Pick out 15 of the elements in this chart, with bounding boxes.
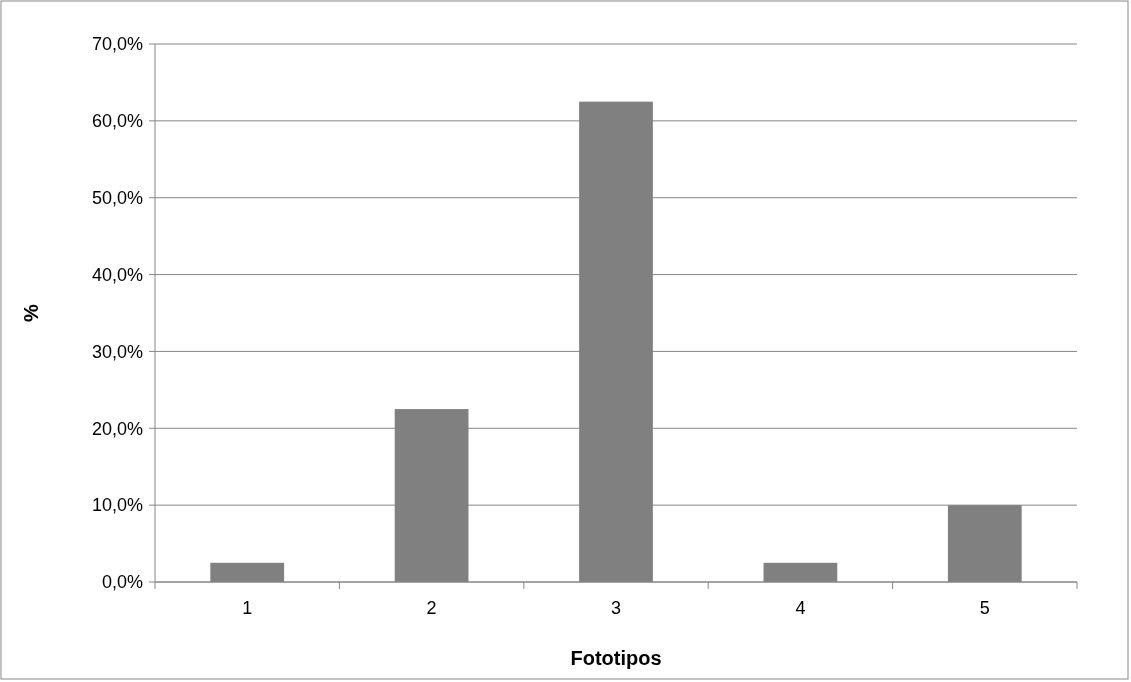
- x-tick-label: 3: [610, 598, 622, 618]
- y-tick-label: 20,0%: [91, 418, 143, 439]
- x-axis-title: Fototipos: [570, 647, 662, 669]
- y-tick-label: 60,0%: [91, 111, 143, 132]
- y-tick-label: 50,0%: [91, 188, 143, 209]
- x-tick-label: 4: [795, 598, 806, 618]
- x-tick-label: 5: [979, 598, 990, 618]
- y-tick-label: 40,0%: [91, 264, 143, 285]
- y-tick-label: 0,0%: [101, 572, 143, 593]
- y-tick-label: 10,0%: [91, 495, 143, 516]
- x-tick-label: 2: [426, 598, 437, 618]
- x-tick-label: 1: [242, 598, 253, 618]
- y-tick-label: 70,0%: [91, 34, 143, 55]
- y-axis-title: %: [20, 303, 42, 322]
- y-tick-label: 30,0%: [91, 341, 143, 362]
